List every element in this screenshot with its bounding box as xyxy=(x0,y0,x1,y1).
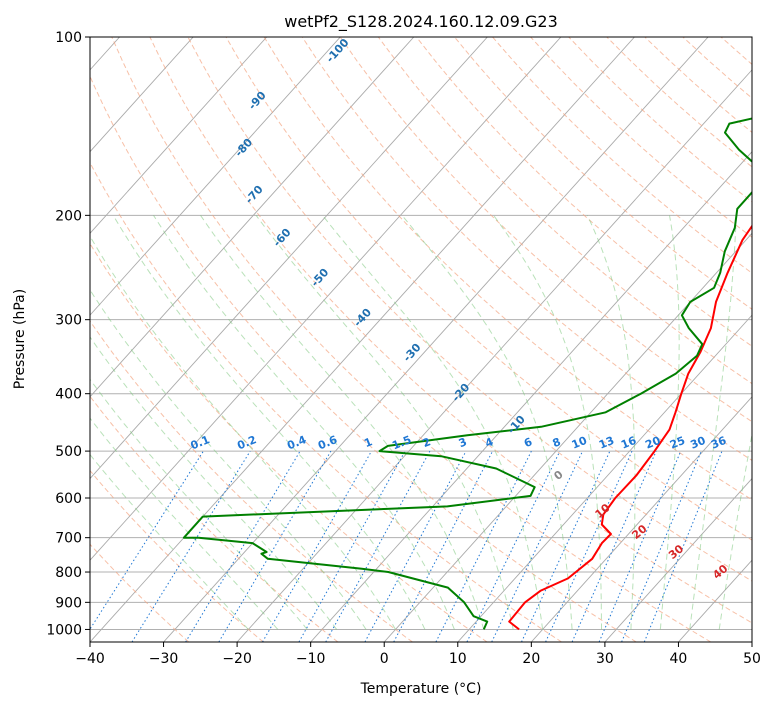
x-tick-label: −30 xyxy=(149,651,179,667)
mixing-ratio-label: 20 xyxy=(643,434,662,452)
dry-adiabat-line xyxy=(263,37,752,501)
mixing-ratio-label: 2 xyxy=(421,435,433,450)
x-tick-label: −20 xyxy=(222,651,252,667)
dry-adiabat-line xyxy=(187,37,752,582)
moist-adiabat-line xyxy=(90,289,367,630)
mixing-ratio-label: 30 xyxy=(688,434,707,452)
isotherm-line xyxy=(90,37,415,398)
plot-frame xyxy=(89,36,753,643)
y-axis-label: Pressure (hPa) xyxy=(12,289,28,389)
y-tick-label: 900 xyxy=(55,595,82,611)
moist-adiabat-line xyxy=(689,215,737,630)
mixing-ratio-label: 36 xyxy=(709,434,728,452)
mixing-ratio-line xyxy=(598,450,682,642)
dry-adiabat-line xyxy=(90,75,637,642)
moist-adiabat-line xyxy=(659,215,680,630)
moist-adiabat-line xyxy=(493,215,602,630)
x-tick-label: 50 xyxy=(743,651,761,667)
mixing-ratio-line xyxy=(218,450,332,642)
mixing-ratio-line xyxy=(571,450,657,642)
y-tick-label: 200 xyxy=(55,208,82,224)
y-tick-label: 600 xyxy=(55,491,82,507)
y-tick-label: 800 xyxy=(55,565,82,581)
y-tick-label: 100 xyxy=(55,30,82,46)
x-tick-label: −40 xyxy=(75,651,105,667)
mixing-ratio-label: 10 xyxy=(570,434,589,452)
x-axis-label: Temperature (°C) xyxy=(360,681,482,697)
background-lines xyxy=(90,37,752,642)
moist-adiabat-line xyxy=(200,215,485,630)
x-tick-label: 10 xyxy=(449,651,467,667)
isotherm-line xyxy=(90,37,268,235)
mixing-ratio-line xyxy=(491,450,584,642)
isotherm-line xyxy=(90,37,562,561)
mixing-ratio-line xyxy=(621,450,702,642)
isotherm-line xyxy=(90,37,341,316)
x-tick-label: −10 xyxy=(296,651,326,667)
y-tick-label: 400 xyxy=(55,387,82,403)
moist-adiabat-line xyxy=(90,235,396,630)
chart-title: wetPf2_S128.2024.160.12.09.G23 xyxy=(284,12,558,32)
isotherm-line xyxy=(236,69,752,642)
dry-adiabat-line xyxy=(454,37,752,310)
mixing-ratio-line xyxy=(298,450,406,642)
dry-adiabat-line xyxy=(339,37,752,423)
dry-adiabat-line xyxy=(90,242,488,642)
x-tick-label: 20 xyxy=(522,651,540,667)
dry-adiabat-line xyxy=(90,469,264,642)
mixing-ratio-line xyxy=(521,450,611,642)
mixing-ratio-label: 16 xyxy=(619,434,638,452)
mixing-ratio-label: 8 xyxy=(551,435,563,450)
isotherm-line xyxy=(163,37,709,642)
dry-adiabat-line xyxy=(225,37,752,541)
mixing-ratio-line xyxy=(325,450,431,642)
dry-adiabat-line xyxy=(149,37,752,624)
dewpoint-profile xyxy=(182,117,752,630)
moist-adiabat-line xyxy=(90,336,338,630)
isotherm-line xyxy=(604,477,752,642)
mixing-ratio-label: 1 xyxy=(362,435,374,450)
mixing-ratio-label: 25 xyxy=(668,434,687,452)
y-tick-label: 1000 xyxy=(46,622,82,638)
x-tick-label: 30 xyxy=(596,651,614,667)
moist-adiabat-line xyxy=(255,215,514,630)
dry-adiabat-line xyxy=(416,37,752,347)
dry-adiabat-line xyxy=(111,37,712,642)
dry-adiabat-line xyxy=(90,161,562,642)
isotherm-line xyxy=(90,37,488,480)
mixing-ratio-line xyxy=(185,450,301,642)
mixing-ratio-line xyxy=(466,450,561,642)
isotherm-line xyxy=(90,37,194,153)
y-tick-label: 300 xyxy=(55,313,82,329)
y-axis: 1000 900 800 700 600 500 400 300 200 100 xyxy=(46,30,90,638)
mixing-ratio-line xyxy=(545,450,633,642)
y-tick-label: 500 xyxy=(55,444,82,460)
temperature-profile xyxy=(508,224,752,631)
isotherm-line xyxy=(383,232,752,642)
x-axis: −40 −30 −20 −10 0 10 20 30 40 50 xyxy=(75,642,761,667)
mixing-ratio-line xyxy=(262,450,372,642)
isotherm-line xyxy=(530,396,752,642)
mixing-ratio-label: 3 xyxy=(457,435,469,450)
x-tick-label: 40 xyxy=(670,651,688,667)
mixing-ratio-line xyxy=(364,450,467,642)
isotherm-line xyxy=(90,37,635,642)
y-tick-label: 700 xyxy=(55,531,82,547)
isotherm-line xyxy=(457,314,752,642)
mixing-ratio-line xyxy=(90,450,204,631)
series-layer xyxy=(182,117,752,631)
moist-adiabat-line xyxy=(718,431,752,630)
moist-adiabat-line xyxy=(90,453,249,630)
mixing-ratio-line xyxy=(131,450,251,642)
moist-adiabat-line xyxy=(112,215,426,630)
mixing-ratio-label: 13 xyxy=(597,434,616,452)
moist-adiabat-line xyxy=(153,215,455,630)
moist-adiabat-line xyxy=(401,214,573,630)
x-tick-label: 0 xyxy=(380,651,389,667)
